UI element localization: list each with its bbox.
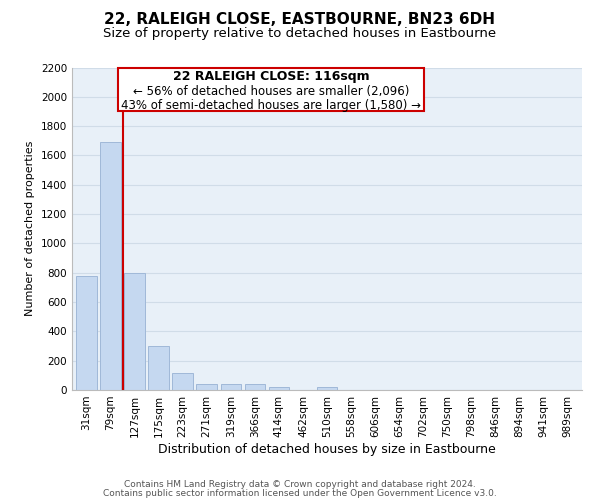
- Bar: [221, 384, 241, 390]
- Text: ← 56% of detached houses are smaller (2,096): ← 56% of detached houses are smaller (2,…: [133, 85, 409, 98]
- FancyBboxPatch shape: [118, 68, 424, 111]
- Bar: [100, 142, 121, 390]
- Bar: [76, 276, 97, 390]
- Bar: [172, 373, 193, 390]
- Text: 22, RALEIGH CLOSE, EASTBOURNE, BN23 6DH: 22, RALEIGH CLOSE, EASTBOURNE, BN23 6DH: [104, 12, 496, 28]
- Bar: [196, 384, 217, 390]
- Bar: [148, 346, 169, 390]
- Text: Size of property relative to detached houses in Eastbourne: Size of property relative to detached ho…: [103, 28, 497, 40]
- Text: 43% of semi-detached houses are larger (1,580) →: 43% of semi-detached houses are larger (…: [121, 99, 421, 112]
- X-axis label: Distribution of detached houses by size in Eastbourne: Distribution of detached houses by size …: [158, 442, 496, 456]
- Text: Contains public sector information licensed under the Open Government Licence v3: Contains public sector information licen…: [103, 488, 497, 498]
- Bar: [317, 387, 337, 390]
- Text: Contains HM Land Registry data © Crown copyright and database right 2024.: Contains HM Land Registry data © Crown c…: [124, 480, 476, 489]
- Text: 22 RALEIGH CLOSE: 116sqm: 22 RALEIGH CLOSE: 116sqm: [173, 70, 369, 83]
- Bar: [269, 387, 289, 390]
- Y-axis label: Number of detached properties: Number of detached properties: [25, 141, 35, 316]
- Bar: [245, 384, 265, 390]
- Bar: [124, 272, 145, 390]
